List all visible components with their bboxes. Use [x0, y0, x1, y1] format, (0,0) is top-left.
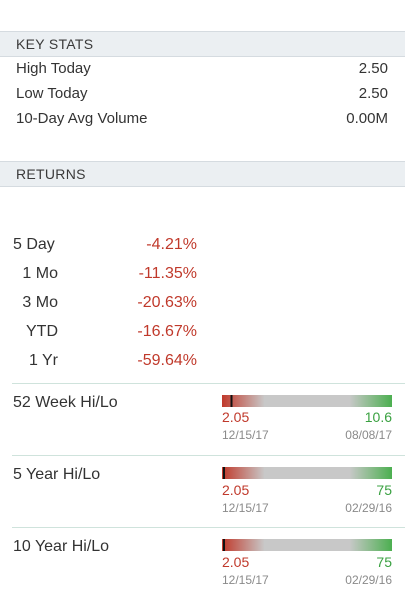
hilo-current-marker: [223, 467, 225, 479]
stat-row-high-today: High Today 2.50: [16, 60, 388, 84]
return-row-5-day: 5 Day -4.21%: [0, 236, 200, 262]
divider: [12, 383, 405, 384]
key-stats-header: KEY STATS: [0, 31, 405, 57]
return-label: 3 Mo: [22, 294, 58, 311]
hilo-low-date: 12/15/17: [222, 573, 269, 587]
stat-row-low-today: Low Today 2.50: [16, 85, 388, 109]
hilo-low-value: 2.05: [222, 409, 250, 425]
stat-value: 0.00M: [346, 110, 388, 127]
returns-header: RETURNS: [0, 161, 405, 187]
stat-value: 2.50: [358, 85, 388, 102]
stat-label: 10-Day Avg Volume: [16, 110, 148, 127]
hilo-title: 5 Year Hi/Lo: [13, 466, 101, 483]
key-stats-title: KEY STATS: [16, 36, 94, 52]
hilo-title: 52 Week Hi/Lo: [13, 394, 118, 411]
hilo-high-date: 08/08/17: [345, 428, 392, 442]
returns-title: RETURNS: [16, 166, 86, 182]
return-value: -11.35%: [138, 265, 197, 282]
hilo-current-marker: [223, 539, 225, 551]
return-label: 5 Day: [13, 236, 55, 253]
hilo-low-date: 12/15/17: [222, 428, 269, 442]
return-row-3-mo: 3 Mo -20.63%: [0, 294, 200, 320]
hilo-range-bar: [222, 395, 392, 407]
hilo-high-date: 02/29/16: [345, 501, 392, 515]
hilo-bar-fill: [222, 467, 392, 479]
hilo-high-value: 75: [376, 554, 392, 570]
divider: [12, 527, 405, 528]
hilo-high-value: 10.6: [364, 409, 392, 425]
hilo-range-bar: [222, 539, 392, 551]
return-label: YTD: [26, 323, 58, 340]
stat-label: High Today: [16, 60, 91, 77]
hilo-high-value: 75: [376, 482, 392, 498]
hilo-bar-fill: [222, 539, 392, 551]
return-value: -20.63%: [137, 294, 197, 311]
hilo-low-value: 2.05: [222, 554, 250, 570]
return-row-1-mo: 1 Mo -11.35%: [0, 265, 200, 291]
stat-row-10-day-avg-volume: 10-Day Avg Volume 0.00M: [16, 110, 388, 134]
hilo-low-value: 2.05: [222, 482, 250, 498]
stat-label: Low Today: [16, 85, 88, 102]
divider: [12, 455, 405, 456]
return-value: -59.64%: [137, 352, 197, 369]
return-label: 1 Yr: [28, 352, 58, 369]
stat-value: 2.50: [358, 60, 388, 77]
return-row-1-yr: 1 Yr -59.64%: [0, 352, 200, 378]
return-value: -4.21%: [146, 236, 197, 253]
return-label: 1 Mo: [22, 265, 58, 282]
return-value: -16.67%: [137, 323, 197, 340]
hilo-title: 10 Year Hi/Lo: [13, 538, 110, 555]
return-row-ytd: YTD -16.67%: [0, 323, 200, 349]
hilo-bar-fill: [222, 395, 392, 407]
hilo-range-bar: [222, 467, 392, 479]
hilo-low-date: 12/15/17: [222, 501, 269, 515]
hilo-high-date: 02/29/16: [345, 573, 392, 587]
hilo-current-marker: [230, 395, 233, 407]
